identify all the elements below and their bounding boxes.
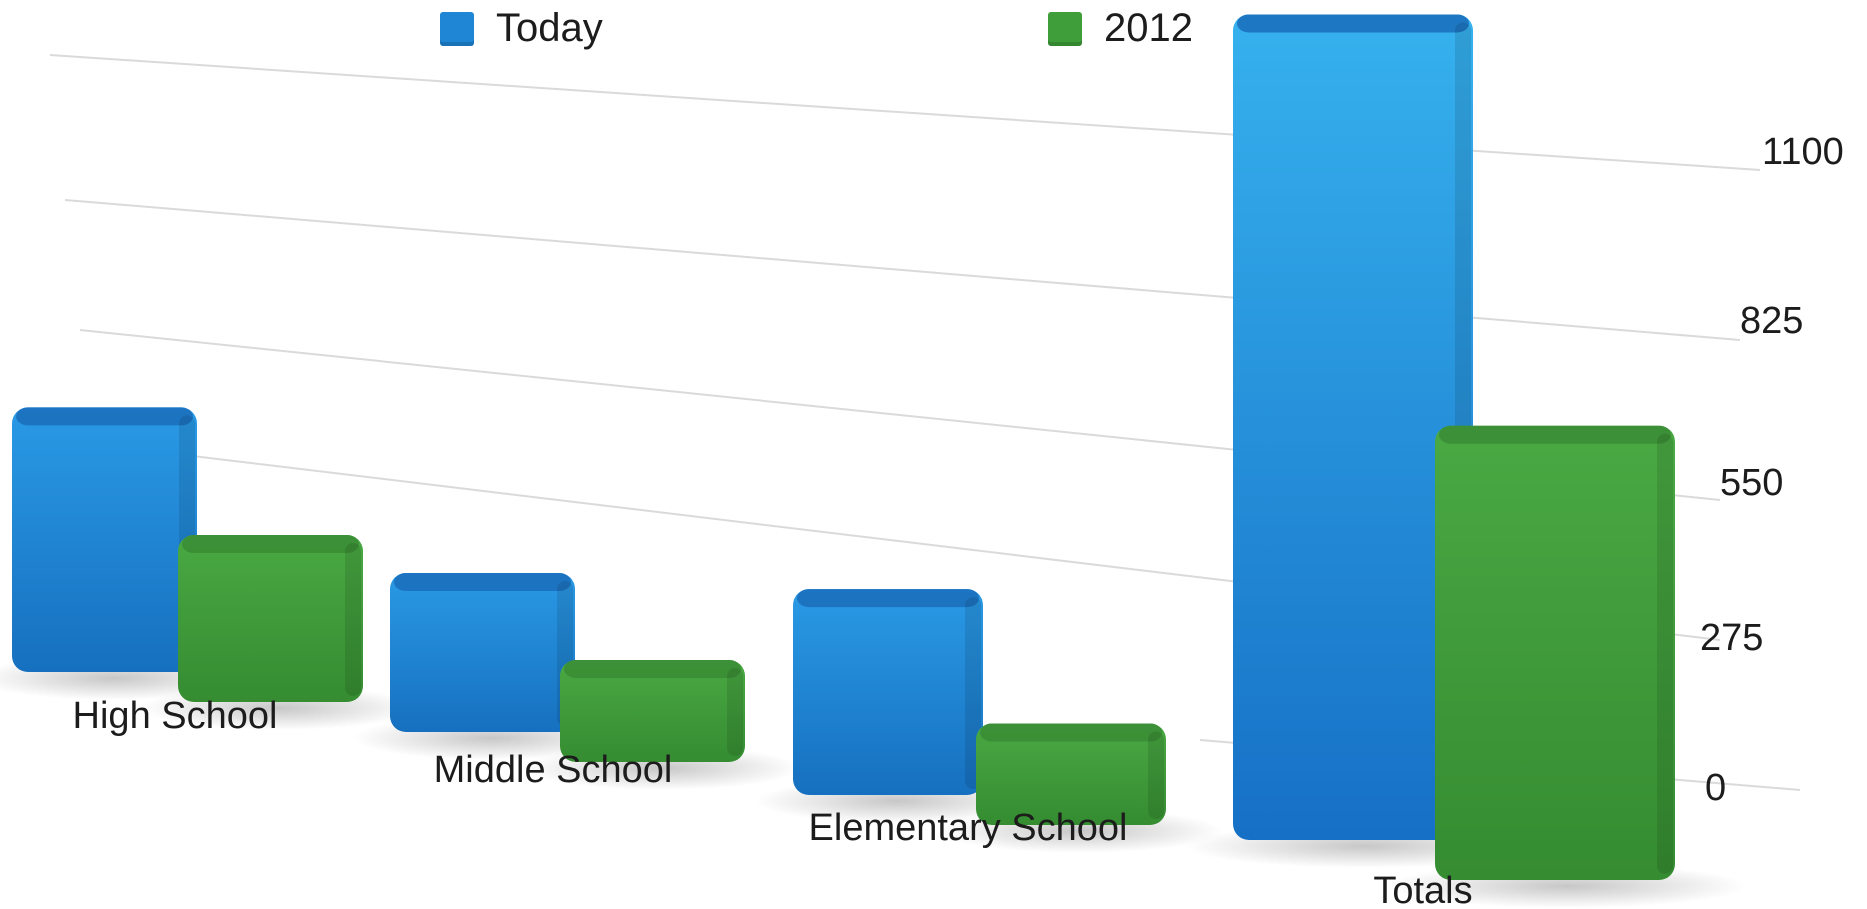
labels: 0 275 550 825 1100 High School Middle School El… bbox=[73, 131, 1844, 909]
bar-side-2012-1 bbox=[727, 668, 743, 756]
y-tick-label-275: 275 bbox=[1700, 617, 1763, 659]
y-tick-label-1100: 1100 bbox=[1762, 131, 1844, 173]
grid-line-1100 bbox=[49, 54, 1761, 171]
legend-item-2012: 2012 bbox=[1048, 6, 1193, 51]
y-tick-label-825: 825 bbox=[1740, 300, 1803, 342]
bar-side-2012-0 bbox=[345, 543, 361, 696]
bar-side-2012-2 bbox=[1148, 731, 1164, 819]
legend: Today 2012 bbox=[0, 0, 1867, 60]
bar-top-2012-2 bbox=[980, 723, 1162, 742]
bar-today-high-school bbox=[12, 407, 197, 672]
bar-2012-totals bbox=[1435, 425, 1675, 880]
bar-top-2012-3 bbox=[1439, 425, 1671, 444]
category-label-high-school: High School bbox=[73, 695, 278, 737]
bar-today-totals bbox=[1233, 14, 1473, 840]
bars bbox=[12, 14, 1675, 880]
bar-2012-middle-school bbox=[560, 660, 745, 762]
bar-top-today-2 bbox=[797, 589, 979, 608]
bar-top-today-3 bbox=[1237, 14, 1469, 33]
category-label-middle-school: Middle School bbox=[434, 749, 673, 791]
bar-side-2012-3 bbox=[1657, 433, 1673, 874]
bar-today-middle-school bbox=[390, 573, 575, 732]
category-label-totals: Totals bbox=[1373, 870, 1472, 909]
bar-top-today-0 bbox=[16, 407, 193, 426]
legend-label-2012: 2012 bbox=[1104, 6, 1193, 50]
bar-2012-high-school bbox=[178, 535, 363, 702]
legend-item-today: Today bbox=[440, 6, 603, 51]
bar-today-elementary-school bbox=[793, 589, 983, 795]
bar-top-2012-0 bbox=[182, 535, 359, 554]
grid-line-825 bbox=[64, 199, 1741, 341]
bar-2012-elementary-school bbox=[976, 723, 1166, 825]
y-tick-label-550: 550 bbox=[1720, 462, 1783, 504]
bar-top-today-1 bbox=[394, 573, 571, 591]
legend-swatch-2012 bbox=[1048, 11, 1082, 46]
legend-swatch-today bbox=[440, 11, 474, 46]
y-tick-label-0: 0 bbox=[1705, 767, 1726, 809]
legend-label-today: Today bbox=[496, 6, 603, 50]
category-label-elementary-school: Elementary School bbox=[809, 807, 1128, 849]
bar-top-2012-1 bbox=[564, 660, 741, 678]
